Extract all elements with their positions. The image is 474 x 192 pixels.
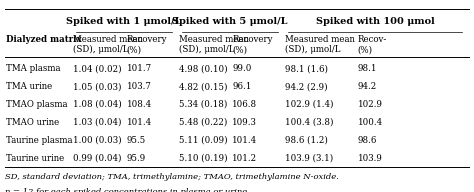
Text: 5.48 (0.22): 5.48 (0.22) xyxy=(179,118,228,127)
Text: Spiked with 5 μmol/L: Spiked with 5 μmol/L xyxy=(172,17,288,26)
Text: 5.10 (0.19): 5.10 (0.19) xyxy=(179,154,228,163)
Text: 103.9: 103.9 xyxy=(358,154,383,163)
Text: 98.1 (1.6): 98.1 (1.6) xyxy=(285,64,328,73)
Text: Spiked with 1 μmol/L: Spiked with 1 μmol/L xyxy=(66,17,182,26)
Text: 106.8: 106.8 xyxy=(232,100,257,109)
Text: Recov-: Recov- xyxy=(358,35,387,44)
Text: 98.1: 98.1 xyxy=(358,64,377,73)
Text: TMAO plasma: TMAO plasma xyxy=(6,100,67,109)
Text: 1.08 (0.04): 1.08 (0.04) xyxy=(73,100,122,109)
Text: 99.0: 99.0 xyxy=(232,64,252,73)
Text: 101.7: 101.7 xyxy=(127,64,152,73)
Text: 5.11 (0.09): 5.11 (0.09) xyxy=(179,136,228,145)
Text: Taurine urine: Taurine urine xyxy=(6,154,64,163)
Text: Dialyzed matrix: Dialyzed matrix xyxy=(6,35,82,44)
Text: (%): (%) xyxy=(232,45,247,54)
Text: 1.05 (0.03): 1.05 (0.03) xyxy=(73,82,122,91)
Text: Recovery: Recovery xyxy=(232,35,273,44)
Text: 5.34 (0.18): 5.34 (0.18) xyxy=(179,100,228,109)
Text: 4.98 (0.10): 4.98 (0.10) xyxy=(179,64,228,73)
Text: 1.04 (0.02): 1.04 (0.02) xyxy=(73,64,122,73)
Text: TMA plasma: TMA plasma xyxy=(6,64,60,73)
Text: 4.82 (0.15): 4.82 (0.15) xyxy=(179,82,228,91)
Text: 98.6: 98.6 xyxy=(358,136,377,145)
Text: Recovery: Recovery xyxy=(127,35,167,44)
Text: SD, standard deviation; TMA, trimethylamine; TMAO, trimethylamine N-oxide.: SD, standard deviation; TMA, trimethylam… xyxy=(5,173,338,181)
Text: 108.4: 108.4 xyxy=(127,100,152,109)
Text: (SD), μmol/L: (SD), μmol/L xyxy=(179,45,235,55)
Text: 109.3: 109.3 xyxy=(232,118,257,127)
Text: 103.7: 103.7 xyxy=(127,82,151,91)
Text: 100.4 (3.8): 100.4 (3.8) xyxy=(285,118,334,127)
Text: 102.9 (1.4): 102.9 (1.4) xyxy=(285,100,334,109)
Text: Taurine plasma: Taurine plasma xyxy=(6,136,72,145)
Text: (SD), μmol/L: (SD), μmol/L xyxy=(73,45,129,55)
Text: 101.2: 101.2 xyxy=(232,154,257,163)
Text: 94.2: 94.2 xyxy=(358,82,377,91)
Text: Measured mean: Measured mean xyxy=(179,35,249,44)
Text: Measured mean: Measured mean xyxy=(73,35,143,44)
Text: (SD), μmol/L: (SD), μmol/L xyxy=(285,45,341,55)
Text: Spiked with 100 μmol: Spiked with 100 μmol xyxy=(316,17,434,26)
Text: 98.6 (1.2): 98.6 (1.2) xyxy=(285,136,328,145)
Text: 96.1: 96.1 xyxy=(232,82,252,91)
Text: 0.99 (0.04): 0.99 (0.04) xyxy=(73,154,122,163)
Text: 95.9: 95.9 xyxy=(127,154,146,163)
Text: n = 12 for each spiked concentrations in plasma or urine.: n = 12 for each spiked concentrations in… xyxy=(5,188,250,192)
Text: Measured mean: Measured mean xyxy=(285,35,355,44)
Text: 103.9 (3.1): 103.9 (3.1) xyxy=(285,154,334,163)
Text: 1.00 (0.03): 1.00 (0.03) xyxy=(73,136,122,145)
Text: 101.4: 101.4 xyxy=(127,118,152,127)
Text: 1.03 (0.04): 1.03 (0.04) xyxy=(73,118,122,127)
Text: 100.4: 100.4 xyxy=(358,118,383,127)
Text: 102.9: 102.9 xyxy=(358,100,383,109)
Text: TMAO urine: TMAO urine xyxy=(6,118,59,127)
Text: 95.5: 95.5 xyxy=(127,136,146,145)
Text: TMA urine: TMA urine xyxy=(6,82,52,91)
Text: (%): (%) xyxy=(358,45,373,54)
Text: 101.4: 101.4 xyxy=(232,136,257,145)
Text: (%): (%) xyxy=(127,45,142,54)
Text: 94.2 (2.9): 94.2 (2.9) xyxy=(285,82,328,91)
